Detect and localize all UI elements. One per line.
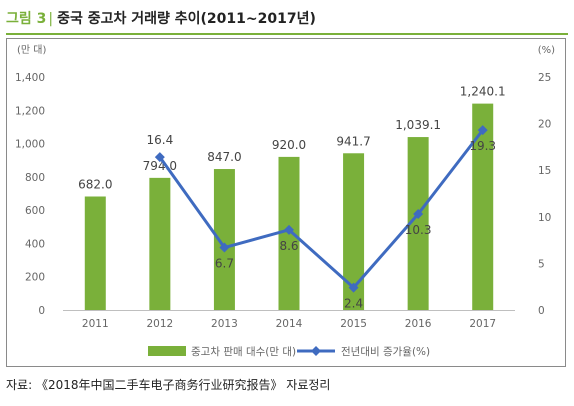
x-axis-tick-label: 2015 [340, 318, 367, 330]
chart-svg: (만 대) (%) 0 200 400 600 800 1,000 1,200 1,400 0 5 10… [15, 44, 555, 358]
left-axis-unit-label: (만 대) [17, 44, 46, 56]
x-axis-tick-label: 2016 [405, 318, 432, 330]
figure-title: 중국 중고차 거래량 추이(2011~2017년) [57, 11, 316, 27]
bar [407, 137, 429, 310]
growth-point [154, 152, 165, 163]
bar-value-label: 847.0 [207, 150, 241, 164]
growth-line [158, 129, 484, 290]
growth-value-label: 6.7 [215, 257, 234, 271]
legend-bar-swatch [148, 346, 186, 356]
left-axis-tick-label: 0 [38, 305, 45, 317]
bar [84, 196, 106, 310]
right-axis-tick-label: 5 [538, 258, 545, 270]
right-axis-unit-label: (%) [538, 45, 555, 56]
figure-separator: | [48, 11, 54, 27]
legend-bar-label: 중고차 판매 대수(만 대) [191, 346, 296, 358]
growth-point [348, 282, 359, 293]
right-axis-tick-label: 0 [538, 305, 545, 317]
right-axis-tick-label: 25 [538, 72, 551, 84]
growth-point [284, 224, 294, 235]
x-axis-tick-label: 2011 [82, 318, 109, 330]
left-axis-tick-label: 1,200 [15, 105, 45, 117]
left-axis-tick-label: 200 [25, 272, 45, 284]
right-axis-tick-label: 20 [538, 119, 551, 131]
growth-point [477, 125, 488, 136]
legend-line-marker [311, 346, 321, 356]
left-axis-tick-label: 800 [25, 172, 45, 184]
x-axis-tick-label: 2017 [469, 318, 496, 330]
growth-value-label: 8.6 [279, 239, 298, 253]
chart-frame: (만 대) (%) 0 200 400 600 800 1,000 1,200 1,400 0 5 10… [6, 38, 566, 367]
legend-line-label: 전년대비 증가율(%) [341, 346, 430, 358]
growth-value-label: 10.3 [405, 223, 432, 237]
growth-point [219, 242, 230, 253]
source-note: 자료: 《2018年中国二手车电子商务行业研究报告》 자료정리 [6, 378, 331, 392]
x-axis-tick-label: 2014 [276, 318, 303, 330]
bar [213, 169, 235, 310]
figure-header: 그림 3 | 중국 중고차 거래량 추이(2011~2017년) [6, 8, 568, 30]
bar [472, 103, 494, 310]
growth-value-label: 16.4 [146, 133, 173, 147]
left-axis-tick-label: 400 [25, 238, 45, 250]
bar-value-label: 1,039.1 [395, 118, 441, 132]
left-axis-tick-label: 1,000 [15, 139, 45, 151]
header-rule [6, 33, 568, 35]
left-axis-tick-label: 1,400 [15, 72, 45, 84]
bar [149, 177, 171, 310]
bar-value-label: 920.0 [272, 138, 306, 152]
growth-value-label: 2.4 [344, 297, 363, 311]
right-axis-tick-label: 10 [538, 212, 551, 224]
right-axis-tick-label: 15 [538, 165, 551, 177]
left-axis-tick-label: 600 [25, 205, 45, 217]
growth-value-label: 19.3 [469, 139, 496, 153]
bar [343, 153, 365, 310]
x-axis-tick-label: 2013 [211, 318, 238, 330]
x-axis-tick-label: 2012 [146, 318, 173, 330]
bar-value-label: 941.7 [336, 134, 370, 148]
figure-label: 그림 3 [6, 11, 47, 27]
bar-value-label: 682.0 [78, 177, 112, 191]
growth-point [413, 209, 424, 220]
bar-value-label: 1,240.1 [460, 85, 506, 99]
